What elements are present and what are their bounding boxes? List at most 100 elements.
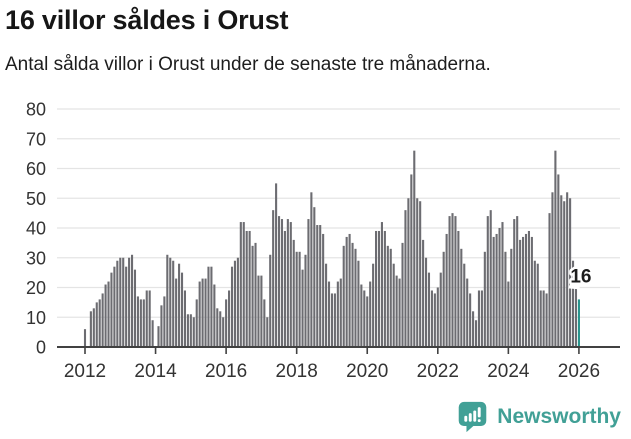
bar	[292, 239, 295, 347]
bar	[269, 254, 272, 347]
bar	[236, 257, 239, 347]
bar	[83, 329, 87, 347]
bar	[542, 290, 545, 347]
x-tick-label: 2022	[417, 361, 459, 382]
bar	[172, 260, 175, 347]
bar	[336, 281, 339, 347]
bar	[95, 302, 98, 348]
bar	[463, 263, 466, 347]
bar	[571, 260, 575, 347]
bar	[389, 248, 392, 347]
last-value-annotation: 16	[568, 264, 594, 290]
bar	[210, 266, 213, 347]
bar	[260, 275, 263, 347]
bar	[125, 266, 128, 347]
bar	[248, 230, 251, 347]
bar	[263, 299, 266, 347]
bar	[216, 308, 219, 347]
bar	[510, 248, 513, 347]
bar-chart-speech-bubble-icon	[459, 401, 487, 433]
bar	[424, 257, 428, 347]
bar	[439, 272, 442, 348]
bar	[427, 272, 431, 348]
bar	[301, 269, 304, 347]
bar	[451, 213, 454, 348]
bar	[283, 230, 286, 347]
bar	[392, 263, 395, 347]
bar	[474, 320, 478, 347]
bar	[448, 216, 451, 347]
y-tick-label: 40	[26, 219, 46, 239]
bar	[436, 287, 439, 347]
x-tick-label: 2026	[558, 361, 600, 382]
bar	[130, 254, 134, 347]
bar	[222, 317, 225, 347]
bar	[148, 290, 151, 347]
bar	[569, 198, 572, 347]
bar	[207, 266, 210, 347]
bar	[477, 290, 481, 347]
bar	[395, 275, 398, 347]
bar	[151, 320, 154, 347]
bar	[186, 314, 189, 347]
bar	[527, 230, 530, 347]
bar	[272, 210, 275, 347]
bar	[92, 308, 95, 347]
bar	[136, 296, 139, 347]
bar	[133, 269, 137, 347]
bar	[325, 263, 328, 347]
bar	[225, 299, 228, 347]
bar	[330, 293, 334, 347]
bar	[101, 293, 104, 347]
bar	[322, 233, 325, 347]
bar	[548, 213, 551, 348]
bar	[257, 275, 260, 347]
bar	[533, 260, 536, 347]
bar	[372, 263, 375, 347]
bar	[519, 239, 522, 347]
bar	[492, 236, 495, 347]
bar	[401, 242, 404, 348]
bar	[383, 230, 386, 347]
bar	[480, 290, 483, 347]
bar	[157, 326, 160, 347]
bar	[89, 311, 92, 347]
bar	[416, 198, 419, 347]
bar	[516, 216, 519, 347]
bar	[419, 201, 422, 347]
bar	[507, 281, 510, 347]
bar	[139, 299, 142, 347]
bar	[286, 219, 289, 347]
bar	[333, 293, 336, 347]
bar	[469, 293, 472, 347]
bar	[280, 219, 284, 347]
bar	[316, 225, 319, 347]
bar	[275, 183, 278, 348]
bar	[107, 281, 110, 347]
bar	[433, 293, 436, 347]
bar	[98, 299, 101, 347]
bar	[295, 251, 298, 347]
bar	[277, 216, 281, 347]
bar	[380, 222, 383, 347]
bar	[228, 290, 231, 347]
bar	[319, 225, 322, 347]
x-tick-label: 2020	[346, 361, 388, 382]
bar	[116, 260, 119, 347]
bar	[501, 222, 504, 347]
bar	[342, 245, 345, 347]
bar	[357, 260, 360, 347]
bar	[404, 210, 407, 347]
y-tick-label: 10	[26, 308, 46, 328]
bar	[472, 311, 475, 347]
bar	[539, 290, 542, 347]
y-axis-labels: 0 10 20 30 40 50 60 70 80	[26, 100, 46, 358]
bar	[266, 317, 269, 347]
bar	[178, 263, 181, 347]
bar	[310, 192, 313, 347]
bar	[169, 257, 172, 347]
y-tick-label: 20	[26, 278, 46, 298]
bar	[454, 216, 457, 347]
bar	[233, 260, 236, 347]
